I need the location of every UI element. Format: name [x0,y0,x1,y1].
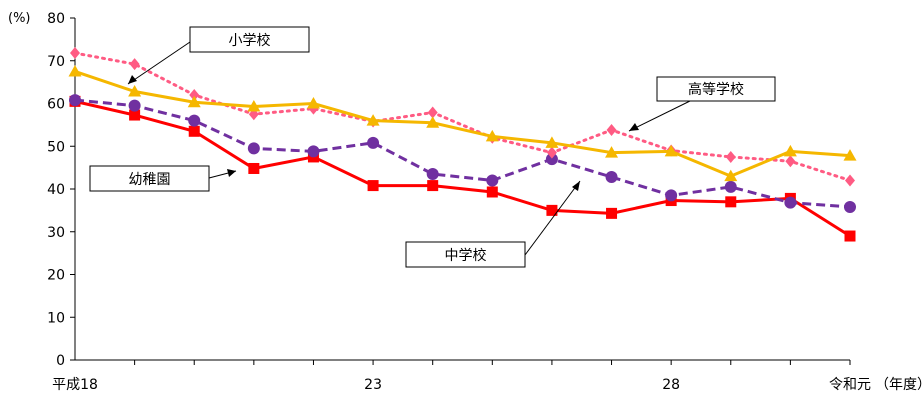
series-line [74,99,851,238]
y-unit-label: (%) [8,11,31,26]
series-layer [68,47,857,242]
data-point [306,97,320,109]
arrowhead-icon [629,123,639,131]
callout-box-juniorhigh [405,241,526,268]
data-point [725,150,736,163]
legend-label-kindergarten: 幼稚園 [129,172,171,188]
data-point [545,136,559,148]
data-point [426,116,440,128]
series-line [73,51,852,182]
y-tick-label: 20 [47,268,65,284]
data-point [785,155,796,168]
data-point [843,149,857,161]
x-tick-label: 令和元 [829,377,871,393]
data-point [128,99,141,112]
y-tick-label: 40 [47,182,65,198]
data-point [426,168,439,181]
data-point [784,196,797,209]
data-point [605,146,619,158]
legend-label-elementary: 小学校 [229,32,271,49]
data-point [485,129,499,142]
legend-label-juniorhigh: 中学校 [445,247,487,264]
data-point [427,106,438,119]
data-point [367,136,380,149]
data-point [845,174,855,187]
y-tick-label: 10 [47,310,65,326]
data-point [844,230,856,242]
callout-box-highschool [656,76,776,102]
callout-juniorhigh: 中学校 [405,180,581,268]
series-line [74,70,851,178]
callout-kindergarten: 幼稚園 [89,165,237,192]
data-point [189,88,200,101]
series-2 [69,94,856,213]
callout-highschool: 高等学校 [628,76,776,132]
arrowhead-icon [572,181,580,191]
data-point [724,169,738,182]
data-point [545,153,558,166]
data-point [725,196,737,208]
data-point [128,85,142,97]
arrowhead-icon [227,169,236,177]
data-point [367,180,379,192]
series-1 [68,64,857,182]
data-point [129,109,141,121]
x-ticks: 平成18 23 28 令和元（年度） [52,360,922,393]
data-point [248,162,260,174]
arrowhead-icon [128,75,137,84]
callout-box-elementary [189,26,310,53]
legend-label-highschool: 高等学校 [688,81,744,98]
data-point [546,204,558,216]
callout-arrow-juniorhigh [524,180,581,256]
y-tick-label: 60 [47,97,65,113]
y-tick-label: 70 [47,54,65,70]
data-point [783,144,797,157]
y-tick-label: 30 [47,225,65,241]
data-point [188,125,200,137]
data-point [247,99,261,112]
y-tick-label: 80 [47,11,65,27]
x-tick-label: 23 [364,377,382,393]
data-point [606,124,617,137]
x-unit-label: （年度） [875,377,922,393]
series-line [74,98,851,209]
data-point [187,95,201,108]
data-point [844,200,856,213]
callout-arrow-elementary [127,41,191,85]
x-tick-label: 28 [662,377,680,393]
callout-arrow-highschool [628,100,691,132]
callout-elementary: 小学校 [127,26,310,85]
data-point [486,186,498,198]
data-point [68,64,82,77]
data-point [546,146,557,159]
data-point [486,174,499,187]
data-point [247,142,260,155]
data-point [70,47,80,60]
data-point [188,114,201,127]
data-point [427,180,439,192]
callouts: 小学校 高等学校 幼稚園 中学校 [89,26,776,268]
data-point [664,144,678,157]
x-tick-label: 平成18 [52,377,98,393]
y-ticks: 0 10 20 30 40 50 60 70 80 [47,11,75,369]
data-point [605,171,618,184]
data-point [69,94,81,107]
data-point [129,58,140,71]
data-point [724,180,737,193]
callout-box-kindergarten [89,165,210,192]
data-point [366,114,380,126]
y-tick-label: 0 [56,353,65,369]
data-point [606,207,618,219]
data-point [665,189,678,202]
data-point [307,145,320,158]
y-tick-label: 50 [47,139,65,155]
